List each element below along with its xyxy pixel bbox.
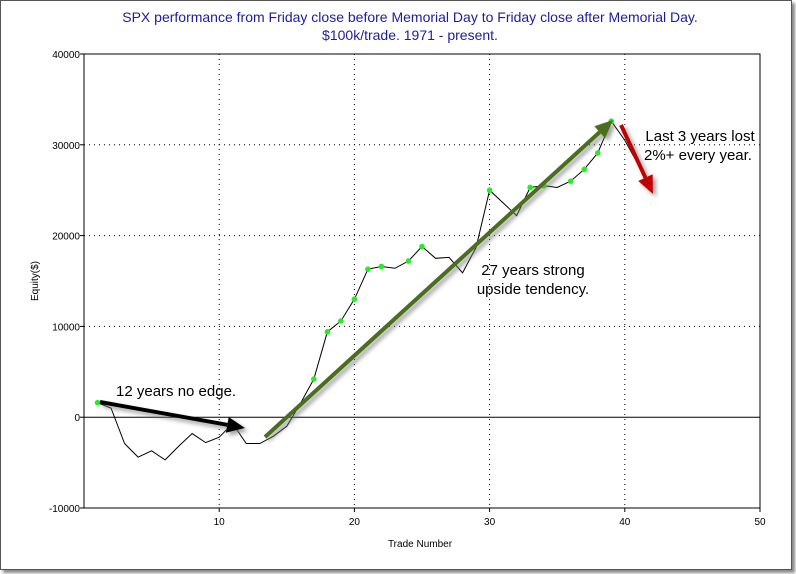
x-tick-label: 10 bbox=[214, 517, 226, 528]
y-tick-label: 20000 bbox=[52, 232, 80, 243]
y-tick-label: 0 bbox=[74, 413, 80, 424]
x-tick-label: 20 bbox=[349, 517, 361, 528]
arrow-no-edge-shaft bbox=[99, 400, 228, 427]
x-tick-label: 40 bbox=[619, 517, 631, 528]
arrow-no-edge bbox=[99, 400, 245, 433]
new-high-marker bbox=[351, 296, 358, 302]
y-tick-label: 10000 bbox=[52, 322, 80, 333]
annotation-lost-line2: 2%+ every year. bbox=[644, 147, 752, 164]
new-high-marker bbox=[419, 243, 425, 250]
arrow-strong-upside-shaft bbox=[263, 130, 602, 439]
plot-area bbox=[83, 53, 761, 509]
y-tick-label: -10000 bbox=[49, 504, 81, 515]
new-high-marker bbox=[594, 150, 601, 156]
annotation-no-edge: 12 years no edge. bbox=[116, 383, 236, 400]
new-high-marker bbox=[405, 258, 412, 264]
new-high-marker bbox=[338, 318, 344, 324]
arrow-no-edge-head bbox=[225, 416, 245, 433]
new-high-marker bbox=[311, 376, 317, 382]
new-high-marker bbox=[378, 263, 385, 270]
chart-title-line1: SPX performance from Friday close before… bbox=[122, 9, 698, 25]
chart-title-line2: $100k/trade. 1971 - present. bbox=[322, 27, 498, 43]
new-high-marker bbox=[486, 187, 493, 193]
new-high-marker bbox=[94, 399, 101, 406]
equity-line bbox=[97, 120, 653, 461]
x-tick-label: 50 bbox=[754, 517, 766, 528]
y-tick-label: 30000 bbox=[52, 141, 80, 152]
new-high-marker bbox=[527, 184, 533, 191]
arrow-strong-upside-head bbox=[594, 120, 613, 139]
arrow-lost-head bbox=[638, 174, 653, 194]
arrow-lost bbox=[619, 124, 653, 194]
arrow-strong-upside bbox=[263, 120, 613, 439]
x-axis-label: Trade Number bbox=[388, 539, 453, 550]
annotation-lost-line1: Last 3 years lost bbox=[645, 128, 755, 145]
new-high-marker bbox=[324, 329, 331, 335]
new-high-marker bbox=[567, 178, 574, 184]
arrow-lost-shaft bbox=[619, 124, 648, 179]
y-tick-label: 40000 bbox=[52, 50, 80, 61]
new-high-marker bbox=[365, 266, 371, 272]
y-axis-label: Equity($) bbox=[30, 261, 41, 301]
x-tick-label: 30 bbox=[484, 517, 496, 528]
new-high-marker bbox=[581, 166, 588, 173]
annotation-strong-line2: upside tendency. bbox=[477, 281, 589, 298]
annotation-strong-line1: 27 years strong bbox=[481, 262, 584, 279]
